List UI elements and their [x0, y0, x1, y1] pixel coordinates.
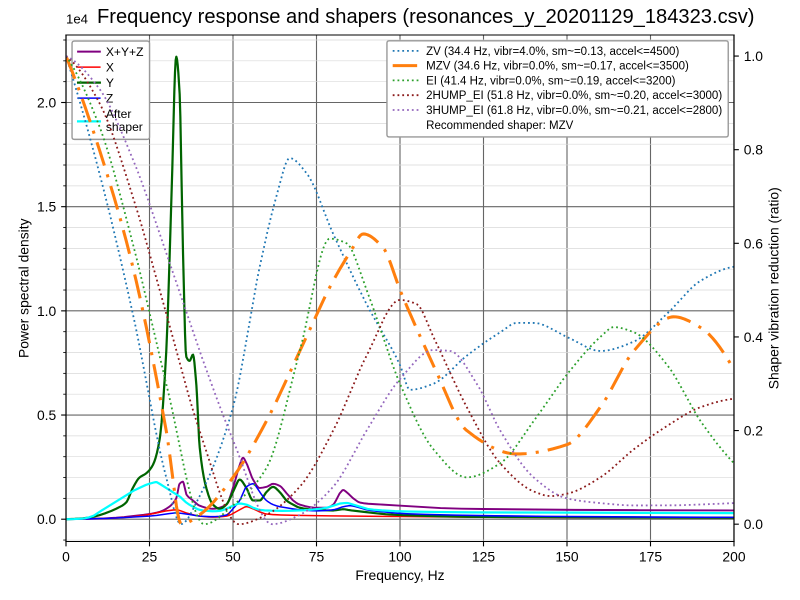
- svg-text:Y: Y: [106, 76, 114, 90]
- svg-text:1.5: 1.5: [37, 199, 57, 215]
- svg-text:X: X: [106, 60, 114, 74]
- svg-text:200: 200: [722, 548, 745, 564]
- svg-text:100: 100: [388, 548, 411, 564]
- svg-text:0.4: 0.4: [744, 329, 764, 345]
- svg-text:Z: Z: [106, 91, 113, 105]
- svg-text:Power spectral density: Power spectral density: [16, 218, 32, 358]
- svg-text:Shaper vibration reduction (ra: Shaper vibration reduction (ratio): [766, 187, 782, 389]
- svg-text:0.0: 0.0: [37, 511, 57, 527]
- svg-text:2HUMP_EI (51.8 Hz, vibr=0.0%,: 2HUMP_EI (51.8 Hz, vibr=0.0%, sm~=0.20, …: [426, 90, 722, 102]
- svg-text:3HUMP_EI (61.8 Hz, vibr=0.0%,: 3HUMP_EI (61.8 Hz, vibr=0.0%, sm~=0.21, …: [426, 105, 722, 117]
- svg-text:1.0: 1.0: [744, 48, 764, 64]
- svg-text:125: 125: [472, 548, 495, 564]
- svg-text:EI (41.4 Hz, vibr=0.0%, sm~=0.: EI (41.4 Hz, vibr=0.0%, sm~=0.19, accel<…: [426, 75, 675, 87]
- svg-text:X+Y+Z: X+Y+Z: [106, 45, 144, 59]
- svg-text:After: After: [106, 107, 132, 121]
- svg-text:0.2: 0.2: [744, 423, 764, 439]
- svg-text:150: 150: [555, 548, 578, 564]
- svg-text:0.0: 0.0: [744, 516, 764, 532]
- svg-text:175: 175: [639, 548, 662, 564]
- svg-text:Frequency response and shapers: Frequency response and shapers (resonanc…: [97, 6, 754, 28]
- svg-text:Frequency, Hz: Frequency, Hz: [355, 567, 444, 583]
- svg-text:25: 25: [142, 548, 158, 564]
- svg-text:Recommended shaper: MZV: Recommended shaper: MZV: [426, 120, 574, 132]
- svg-text:0: 0: [62, 548, 70, 564]
- svg-text:1.0: 1.0: [37, 303, 57, 319]
- svg-text:75: 75: [309, 548, 325, 564]
- svg-text:shaper: shaper: [106, 120, 143, 134]
- svg-text:MZV (34.6 Hz, vibr=0.0%, sm~=0: MZV (34.6 Hz, vibr=0.0%, sm~=0.17, accel…: [426, 61, 689, 73]
- svg-text:1e4: 1e4: [66, 11, 88, 26]
- svg-text:50: 50: [225, 548, 241, 564]
- svg-text:0.6: 0.6: [744, 235, 764, 251]
- svg-text:2.0: 2.0: [37, 95, 57, 111]
- svg-text:0.8: 0.8: [744, 142, 764, 158]
- svg-text:ZV (34.4 Hz, vibr=4.0%, sm~=0.: ZV (34.4 Hz, vibr=4.0%, sm~=0.13, accel<…: [426, 46, 679, 58]
- svg-text:0.5: 0.5: [37, 407, 57, 423]
